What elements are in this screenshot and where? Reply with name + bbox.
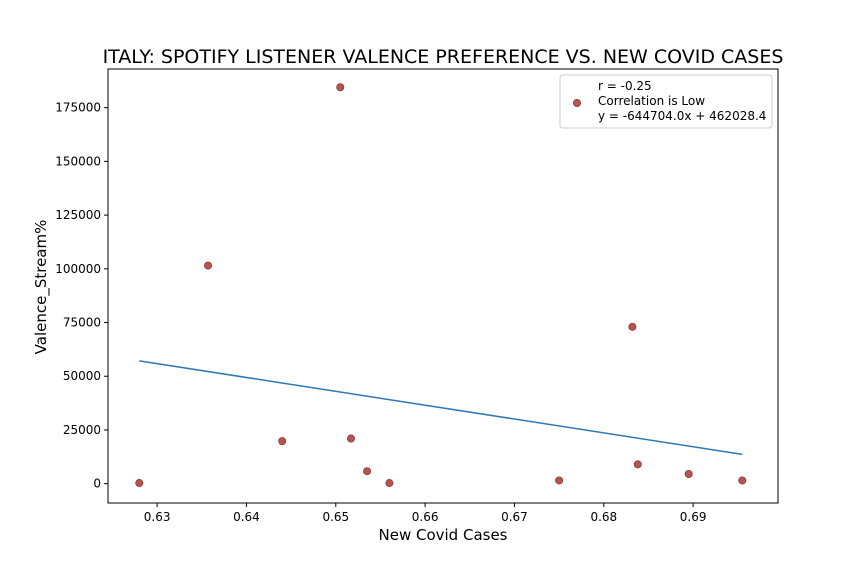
legend-line-r: r = -0.25 (598, 79, 652, 93)
data-point (135, 479, 144, 488)
x-axis-label: New Covid Cases (379, 526, 508, 544)
y-tick-label: 175000 (55, 101, 101, 115)
y-tick-label: 50000 (63, 369, 101, 383)
y-axis-label: Valence_Stream% (32, 220, 51, 355)
data-point (633, 460, 642, 469)
x-tick-label: 0.67 (501, 510, 528, 524)
data-point (555, 476, 564, 485)
x-tick-label: 0.66 (412, 510, 439, 524)
data-point (738, 476, 747, 485)
chart-title: ITALY: SPOTIFY LISTENER VALENCE PREFEREN… (103, 46, 784, 68)
x-tick-label: 0.68 (590, 510, 617, 524)
data-point (385, 479, 394, 488)
y-tick-label: 0 (93, 477, 101, 491)
data-point (346, 434, 355, 443)
legend-line-equation: y = -644704.0x + 462028.4 (598, 109, 766, 123)
data-point (628, 322, 637, 331)
regression-line (139, 360, 743, 456)
data-point (684, 469, 693, 478)
y-tick-label: 100000 (55, 262, 101, 276)
plot-frame (107, 68, 779, 504)
legend-marker (573, 99, 582, 108)
y-tick-label: 125000 (55, 208, 101, 222)
legend-box (559, 74, 773, 129)
x-tick-label: 0.63 (144, 510, 171, 524)
y-tick-label: 25000 (63, 423, 101, 437)
scatter-points (135, 83, 747, 488)
legend: r = -0.25 Correlation is Low y = -644704… (559, 74, 773, 129)
y-tick-label: 150000 (55, 154, 101, 168)
x-tick-label: 0.69 (680, 510, 707, 524)
x-tick-label: 0.65 (322, 510, 349, 524)
y-axis-ticks: 0 25000 50000 75000 100000 125000 150000 175000 (55, 101, 108, 491)
y-tick-label: 75000 (63, 316, 101, 330)
data-point (278, 437, 287, 446)
data-point (204, 261, 213, 270)
regression-line-group (139, 360, 743, 456)
data-point (363, 467, 372, 476)
x-axis-ticks: 0.63 0.64 0.65 0.66 0.67 0.68 0.69 (144, 503, 707, 524)
data-point (336, 83, 345, 92)
x-tick-label: 0.64 (233, 510, 260, 524)
legend-line-correlation: Correlation is Low (598, 94, 705, 108)
